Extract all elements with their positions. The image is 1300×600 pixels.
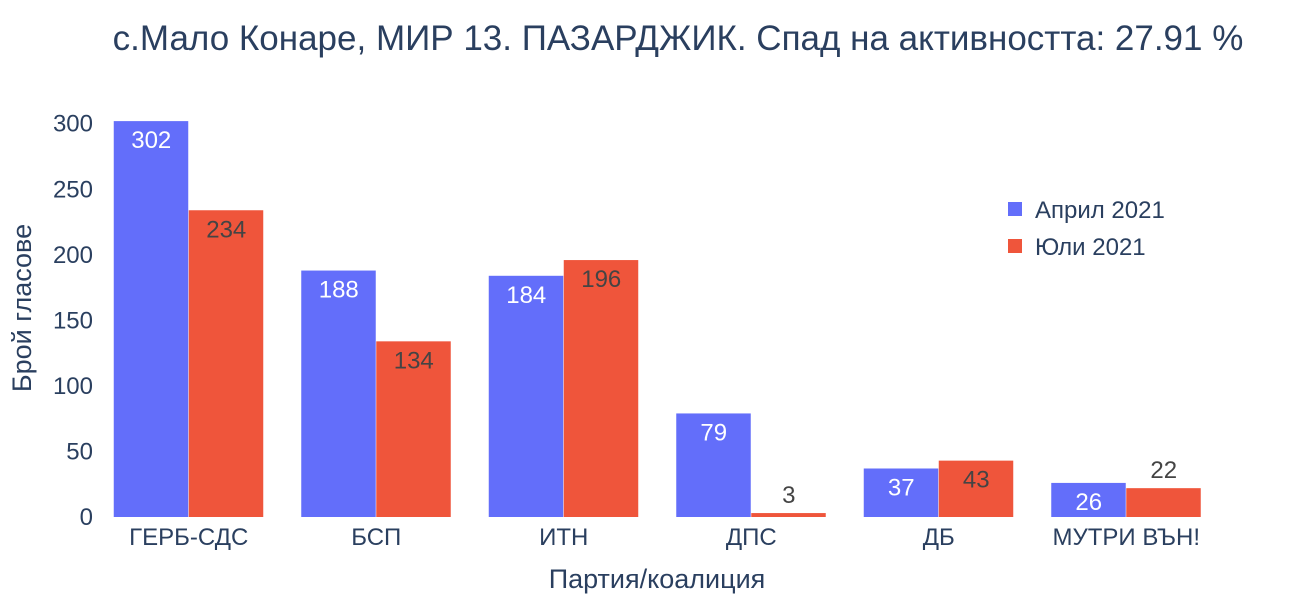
y-tick-label: 250 (53, 176, 93, 203)
x-tick-label: ДБ (923, 524, 955, 551)
x-tick-label: ИТН (539, 524, 588, 551)
y-tick-label: 50 (66, 438, 93, 465)
bar-value-label: 302 (131, 127, 171, 154)
y-tick-label: 100 (53, 373, 93, 400)
x-tick-label: БСП (351, 524, 401, 551)
bar[interactable] (938, 460, 1014, 517)
legend-swatch (1008, 202, 1022, 216)
bar-value-labels: 302 188 184 79 37 26 234 134 196 3 43 22 (131, 127, 1177, 516)
bar[interactable] (1126, 488, 1201, 517)
bar[interactable] (863, 468, 939, 517)
y-axis-ticks: 0 50 100 150 200 250 300 (53, 111, 93, 531)
legend-swatch (1008, 239, 1022, 253)
y-tick-label: 0 (80, 504, 93, 531)
bar[interactable] (1051, 482, 1126, 517)
y-tick-label: 150 (53, 307, 93, 334)
bar[interactable] (488, 275, 564, 517)
x-axis-label: Партия/коалиция (549, 564, 766, 594)
bar-value-label: 3 (782, 482, 795, 509)
bar-value-label: 79 (700, 419, 727, 446)
x-tick-label: ДПС (726, 524, 777, 551)
bar-value-label: 22 (1150, 457, 1177, 484)
x-tick-label: МУТРИ ВЪН! (1053, 524, 1200, 551)
bar[interactable] (188, 210, 264, 517)
y-tick-label: 200 (53, 242, 93, 269)
bar-value-label: 43 (963, 467, 990, 494)
bar[interactable] (751, 513, 826, 517)
bar[interactable] (563, 260, 639, 517)
bar[interactable] (113, 121, 189, 517)
bar-value-label: 234 (206, 216, 246, 243)
y-tick-label: 300 (53, 111, 93, 138)
bar-value-label: 184 (506, 282, 546, 309)
bar[interactable] (301, 270, 376, 517)
bar[interactable] (676, 413, 751, 517)
y-axis-label: Брой гласове (7, 224, 37, 392)
bars (113, 121, 1201, 517)
chart-title: с.Мало Конаре, МИР 13. ПАЗАРДЖИК. Спад н… (113, 19, 1244, 58)
legend-label[interactable]: Юли 2021 (1035, 234, 1146, 261)
bar[interactable] (376, 341, 451, 517)
x-axis-ticks: ГЕРБ-СДС БСП ИТН ДПС ДБ МУТРИ ВЪН! (129, 524, 1200, 551)
legend-label[interactable]: Април 2021 (1035, 197, 1165, 224)
bar-value-label: 26 (1075, 489, 1102, 516)
x-tick-label: ГЕРБ-СДС (129, 524, 248, 551)
bar-value-label: 188 (319, 277, 359, 304)
bar-value-label: 196 (581, 266, 621, 293)
bar-value-label: 37 (888, 474, 915, 501)
legend[interactable]: Април 2021 Юли 2021 (1008, 197, 1165, 261)
bar-value-label: 134 (394, 347, 434, 374)
